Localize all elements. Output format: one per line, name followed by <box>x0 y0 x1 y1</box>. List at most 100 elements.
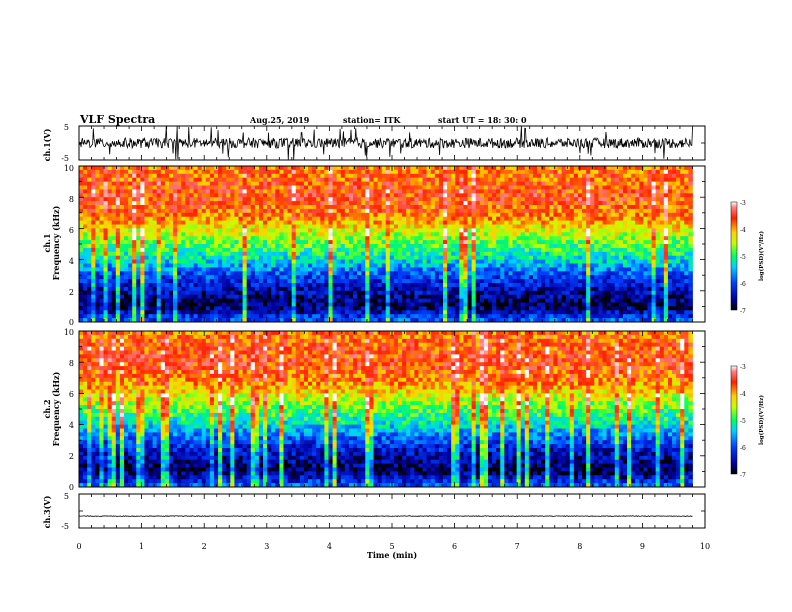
spectrogram-cell <box>537 186 541 190</box>
spectrogram-cell <box>369 225 373 229</box>
spectrogram-cell <box>83 260 87 264</box>
spectrogram-cell <box>476 240 480 244</box>
spectrogram-cell <box>104 248 108 252</box>
spectrogram-cell <box>373 244 377 248</box>
spectrogram-cell <box>136 275 140 279</box>
spectrogram-cell <box>296 271 300 275</box>
spectrogram-cell <box>259 271 263 275</box>
spectrogram-cell <box>349 275 353 279</box>
spectrogram-cell <box>488 174 492 178</box>
spectrogram-cell <box>324 267 328 271</box>
spectrogram-cell <box>410 213 414 217</box>
spectrogram-cell <box>300 275 304 279</box>
spectrogram-cell <box>582 314 586 318</box>
spectrogram-cell <box>488 303 492 307</box>
spectrogram-cell <box>328 209 332 213</box>
spectrogram-cell <box>382 271 386 275</box>
spectrogram-cell <box>157 287 161 291</box>
spectrogram-cell <box>337 228 341 232</box>
spectrogram-cell <box>222 271 226 275</box>
spectrogram-cell <box>198 244 202 248</box>
spectrogram-cell <box>243 271 247 275</box>
spectrogram-cell <box>476 209 480 213</box>
spectrogram-cell <box>533 228 537 232</box>
spectrogram-cell <box>153 217 157 221</box>
spectrogram-cell <box>239 256 243 260</box>
spectrogram-cell <box>300 178 304 182</box>
spectrogram-cell <box>435 174 439 178</box>
spectrogram-cell <box>279 166 283 170</box>
spectrogram-cell <box>128 178 132 182</box>
spectrogram-cell <box>365 193 369 197</box>
spectrogram-cell <box>508 225 512 229</box>
spectrogram-cell <box>476 178 480 182</box>
spectrogram-cell <box>545 252 549 256</box>
spectrogram-cell <box>341 271 345 275</box>
spectrogram-cell <box>447 232 451 236</box>
spectrogram-cell <box>492 221 496 225</box>
spectrogram-cell <box>218 271 222 275</box>
spectrogram-cell <box>451 209 455 213</box>
spectrogram-cell <box>288 213 292 217</box>
spectrogram-cell <box>181 303 185 307</box>
spectrogram-cell <box>533 248 537 252</box>
spectrogram-cell <box>194 197 198 201</box>
spectrogram-cell <box>537 295 541 299</box>
spectrogram-cell <box>545 186 549 190</box>
spectrogram-cell <box>161 240 165 244</box>
spectrogram-cell <box>414 248 418 252</box>
spectrogram-cell <box>189 244 193 248</box>
spectrogram-cell <box>427 186 431 190</box>
spectrogram-cell <box>218 244 222 248</box>
spectrogram-cell <box>198 267 202 271</box>
spectrogram-cell <box>537 240 541 244</box>
spectrogram-cell <box>345 201 349 205</box>
spectrogram-cell <box>157 303 161 307</box>
spectrogram-cell <box>279 178 283 182</box>
spectrogram-cell <box>95 252 99 256</box>
spectrogram-cell <box>95 279 99 283</box>
spectrogram-cell <box>468 217 472 221</box>
spectrogram-cell <box>427 283 431 287</box>
spectrogram-cell <box>488 260 492 264</box>
spectrogram-cell <box>365 283 369 287</box>
spectrogram-cell <box>566 303 570 307</box>
spectrogram-cell <box>230 201 234 205</box>
spectrogram-cell <box>513 209 517 213</box>
spectrogram-cell <box>435 209 439 213</box>
spectrogram-cell <box>267 314 271 318</box>
spectrogram-cell <box>243 236 247 240</box>
spectrogram-cell <box>144 267 148 271</box>
spectrogram-cell <box>124 217 128 221</box>
spectrogram-cell <box>165 283 169 287</box>
spectrogram-cell <box>214 217 218 221</box>
spectrogram-cell <box>181 209 185 213</box>
spectrogram-cell <box>365 287 369 291</box>
spectrogram-cell <box>140 303 144 307</box>
spectrogram-cell <box>537 248 541 252</box>
spectrogram-cell <box>263 189 267 193</box>
spectrogram-cell <box>345 225 349 229</box>
spectrogram-cell <box>234 279 238 283</box>
spectrogram-cell <box>423 283 427 287</box>
spectrogram-cell <box>529 217 533 221</box>
spectrogram-cell <box>382 310 386 314</box>
spectrogram-cell <box>292 166 296 170</box>
spectrogram-cell <box>418 299 422 303</box>
spectrogram-cell <box>296 205 300 209</box>
spectrogram-cell <box>136 197 140 201</box>
spectrogram-cell <box>468 271 472 275</box>
spectrogram-cell <box>251 182 255 186</box>
spectrogram-cell <box>361 186 365 190</box>
spectrogram-cell <box>230 244 234 248</box>
spectrogram-cell <box>472 248 476 252</box>
spectrogram-cell <box>230 267 234 271</box>
spectrogram-cell <box>435 295 439 299</box>
spectrogram-cell <box>292 244 296 248</box>
spectrogram-cell <box>108 306 112 310</box>
spectrogram-cell <box>189 240 193 244</box>
spectrogram-cell <box>218 275 222 279</box>
spectrogram-cell <box>112 209 116 213</box>
spectrogram-cell <box>468 178 472 182</box>
spectrogram-cell <box>87 221 91 225</box>
